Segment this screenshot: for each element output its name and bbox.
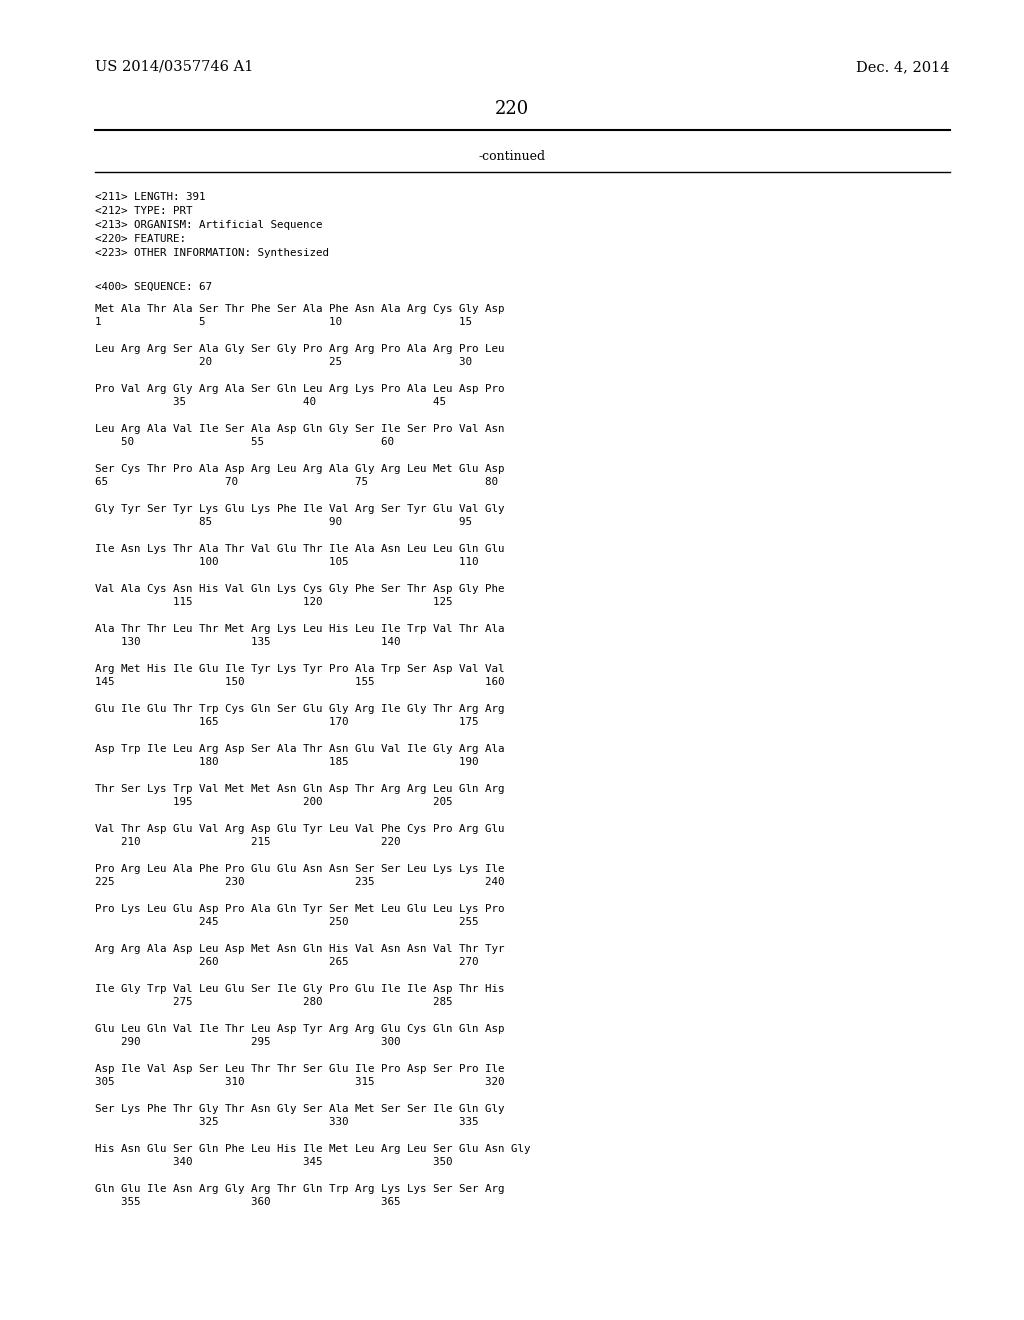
- Text: Val Thr Asp Glu Val Arg Asp Glu Tyr Leu Val Phe Cys Pro Arg Glu: Val Thr Asp Glu Val Arg Asp Glu Tyr Leu …: [95, 824, 505, 834]
- Text: Pro Lys Leu Glu Asp Pro Ala Gln Tyr Ser Met Leu Glu Leu Lys Pro: Pro Lys Leu Glu Asp Pro Ala Gln Tyr Ser …: [95, 904, 505, 913]
- Text: Asp Ile Val Asp Ser Leu Thr Thr Ser Glu Ile Pro Asp Ser Pro Ile: Asp Ile Val Asp Ser Leu Thr Thr Ser Glu …: [95, 1064, 505, 1074]
- Text: 50                  55                  60: 50 55 60: [95, 437, 394, 447]
- Text: 305                 310                 315                 320: 305 310 315 320: [95, 1077, 505, 1086]
- Text: 100                 105                 110: 100 105 110: [95, 557, 478, 568]
- Text: 85                  90                  95: 85 90 95: [95, 517, 472, 527]
- Text: <400> SEQUENCE: 67: <400> SEQUENCE: 67: [95, 282, 212, 292]
- Text: 340                 345                 350: 340 345 350: [95, 1158, 453, 1167]
- Text: Val Ala Cys Asn His Val Gln Lys Cys Gly Phe Ser Thr Asp Gly Phe: Val Ala Cys Asn His Val Gln Lys Cys Gly …: [95, 583, 505, 594]
- Text: 165                 170                 175: 165 170 175: [95, 717, 478, 727]
- Text: 210                 215                 220: 210 215 220: [95, 837, 400, 847]
- Text: Leu Arg Ala Val Ile Ser Ala Asp Gln Gly Ser Ile Ser Pro Val Asn: Leu Arg Ala Val Ile Ser Ala Asp Gln Gly …: [95, 424, 505, 434]
- Text: <220> FEATURE:: <220> FEATURE:: [95, 234, 186, 244]
- Text: 225                 230                 235                 240: 225 230 235 240: [95, 876, 505, 887]
- Text: 275                 280                 285: 275 280 285: [95, 997, 453, 1007]
- Text: Thr Ser Lys Trp Val Met Met Asn Gln Asp Thr Arg Arg Leu Gln Arg: Thr Ser Lys Trp Val Met Met Asn Gln Asp …: [95, 784, 505, 795]
- Text: Ser Cys Thr Pro Ala Asp Arg Leu Arg Ala Gly Arg Leu Met Glu Asp: Ser Cys Thr Pro Ala Asp Arg Leu Arg Ala …: [95, 465, 505, 474]
- Text: 325                 330                 335: 325 330 335: [95, 1117, 478, 1127]
- Text: Met Ala Thr Ala Ser Thr Phe Ser Ala Phe Asn Ala Arg Cys Gly Asp: Met Ala Thr Ala Ser Thr Phe Ser Ala Phe …: [95, 304, 505, 314]
- Text: Gly Tyr Ser Tyr Lys Glu Lys Phe Ile Val Arg Ser Tyr Glu Val Gly: Gly Tyr Ser Tyr Lys Glu Lys Phe Ile Val …: [95, 504, 505, 513]
- Text: 220: 220: [495, 100, 529, 117]
- Text: Dec. 4, 2014: Dec. 4, 2014: [856, 59, 950, 74]
- Text: His Asn Glu Ser Gln Phe Leu His Ile Met Leu Arg Leu Ser Glu Asn Gly: His Asn Glu Ser Gln Phe Leu His Ile Met …: [95, 1144, 530, 1154]
- Text: Ile Gly Trp Val Leu Glu Ser Ile Gly Pro Glu Ile Ile Asp Thr His: Ile Gly Trp Val Leu Glu Ser Ile Gly Pro …: [95, 983, 505, 994]
- Text: Arg Met His Ile Glu Ile Tyr Lys Tyr Pro Ala Trp Ser Asp Val Val: Arg Met His Ile Glu Ile Tyr Lys Tyr Pro …: [95, 664, 505, 675]
- Text: 180                 185                 190: 180 185 190: [95, 756, 478, 767]
- Text: US 2014/0357746 A1: US 2014/0357746 A1: [95, 59, 253, 74]
- Text: Ile Asn Lys Thr Ala Thr Val Glu Thr Ile Ala Asn Leu Leu Gln Glu: Ile Asn Lys Thr Ala Thr Val Glu Thr Ile …: [95, 544, 505, 554]
- Text: Leu Arg Arg Ser Ala Gly Ser Gly Pro Arg Arg Pro Ala Arg Pro Leu: Leu Arg Arg Ser Ala Gly Ser Gly Pro Arg …: [95, 345, 505, 354]
- Text: 35                  40                  45: 35 40 45: [95, 397, 446, 407]
- Text: Gln Glu Ile Asn Arg Gly Arg Thr Gln Trp Arg Lys Lys Ser Ser Arg: Gln Glu Ile Asn Arg Gly Arg Thr Gln Trp …: [95, 1184, 505, 1195]
- Text: 290                 295                 300: 290 295 300: [95, 1038, 400, 1047]
- Text: 20                  25                  30: 20 25 30: [95, 356, 472, 367]
- Text: -continued: -continued: [478, 150, 546, 162]
- Text: Pro Arg Leu Ala Phe Pro Glu Glu Asn Asn Ser Ser Leu Lys Lys Ile: Pro Arg Leu Ala Phe Pro Glu Glu Asn Asn …: [95, 865, 505, 874]
- Text: <213> ORGANISM: Artificial Sequence: <213> ORGANISM: Artificial Sequence: [95, 220, 323, 230]
- Text: 115                 120                 125: 115 120 125: [95, 597, 453, 607]
- Text: Glu Ile Glu Thr Trp Cys Gln Ser Glu Gly Arg Ile Gly Thr Arg Arg: Glu Ile Glu Thr Trp Cys Gln Ser Glu Gly …: [95, 704, 505, 714]
- Text: 260                 265                 270: 260 265 270: [95, 957, 478, 968]
- Text: 145                 150                 155                 160: 145 150 155 160: [95, 677, 505, 686]
- Text: 195                 200                 205: 195 200 205: [95, 797, 453, 807]
- Text: Pro Val Arg Gly Arg Ala Ser Gln Leu Arg Lys Pro Ala Leu Asp Pro: Pro Val Arg Gly Arg Ala Ser Gln Leu Arg …: [95, 384, 505, 393]
- Text: 130                 135                 140: 130 135 140: [95, 638, 400, 647]
- Text: Asp Trp Ile Leu Arg Asp Ser Ala Thr Asn Glu Val Ile Gly Arg Ala: Asp Trp Ile Leu Arg Asp Ser Ala Thr Asn …: [95, 744, 505, 754]
- Text: 1               5                   10                  15: 1 5 10 15: [95, 317, 472, 327]
- Text: <211> LENGTH: 391: <211> LENGTH: 391: [95, 191, 206, 202]
- Text: Ser Lys Phe Thr Gly Thr Asn Gly Ser Ala Met Ser Ser Ile Gln Gly: Ser Lys Phe Thr Gly Thr Asn Gly Ser Ala …: [95, 1104, 505, 1114]
- Text: 245                 250                 255: 245 250 255: [95, 917, 478, 927]
- Text: 355                 360                 365: 355 360 365: [95, 1197, 400, 1206]
- Text: Ala Thr Thr Leu Thr Met Arg Lys Leu His Leu Ile Trp Val Thr Ala: Ala Thr Thr Leu Thr Met Arg Lys Leu His …: [95, 624, 505, 634]
- Text: <212> TYPE: PRT: <212> TYPE: PRT: [95, 206, 193, 216]
- Text: <223> OTHER INFORMATION: Synthesized: <223> OTHER INFORMATION: Synthesized: [95, 248, 329, 257]
- Text: Arg Arg Ala Asp Leu Asp Met Asn Gln His Val Asn Asn Val Thr Tyr: Arg Arg Ala Asp Leu Asp Met Asn Gln His …: [95, 944, 505, 954]
- Text: 65                  70                  75                  80: 65 70 75 80: [95, 477, 498, 487]
- Text: Glu Leu Gln Val Ile Thr Leu Asp Tyr Arg Arg Glu Cys Gln Gln Asp: Glu Leu Gln Val Ile Thr Leu Asp Tyr Arg …: [95, 1024, 505, 1034]
